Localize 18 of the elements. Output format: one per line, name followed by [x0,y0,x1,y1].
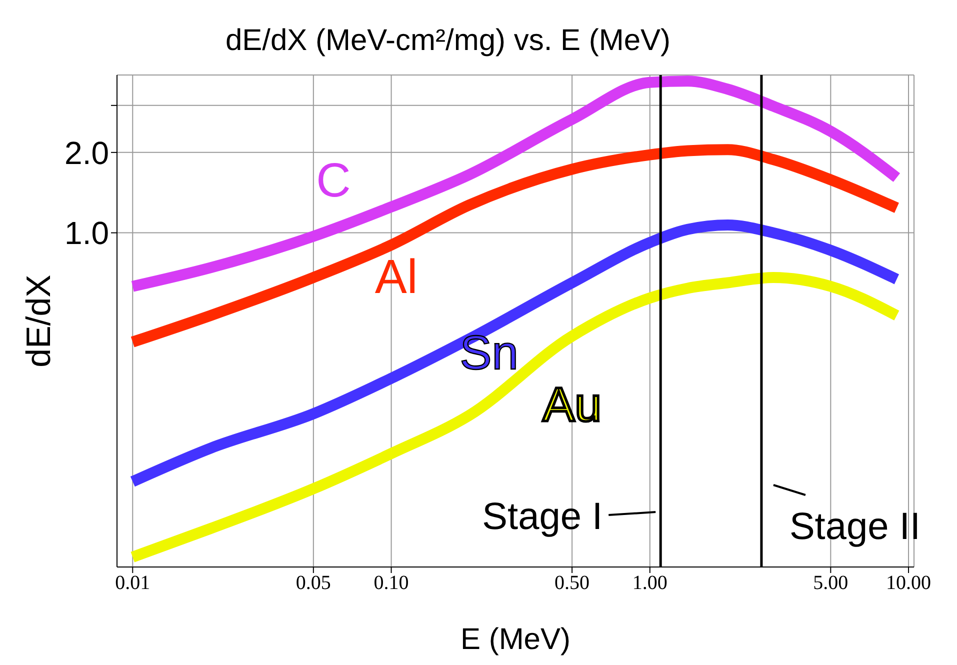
ref-line-label: Stage I [482,496,603,538]
x-tick-label: 0.05 [296,572,331,594]
x-tick-label: 5.00 [813,572,848,594]
series-label: C [316,154,351,208]
x-tick-label: 0.01 [115,572,150,594]
series-label: Sn [460,327,518,380]
x-tick-label: 10.00 [886,572,932,594]
ref-line-label: Stage II [789,506,920,548]
x-tick-label: 0.50 [554,572,590,594]
series-label: Au [542,379,602,432]
y-axis-title: dE/dX [20,274,58,368]
y-tick-label: 2.0 [64,134,109,171]
x-tick-label: 1.00 [632,572,668,594]
x-axis-title: E (MeV) [460,623,571,656]
chart-title: dE/dX (MeV-cm²/mg) vs. E (MeV) [225,24,671,57]
y-tick-label: 1.0 [64,215,109,252]
series-label: Al [374,251,418,304]
x-tick-label: 0.10 [374,572,409,594]
